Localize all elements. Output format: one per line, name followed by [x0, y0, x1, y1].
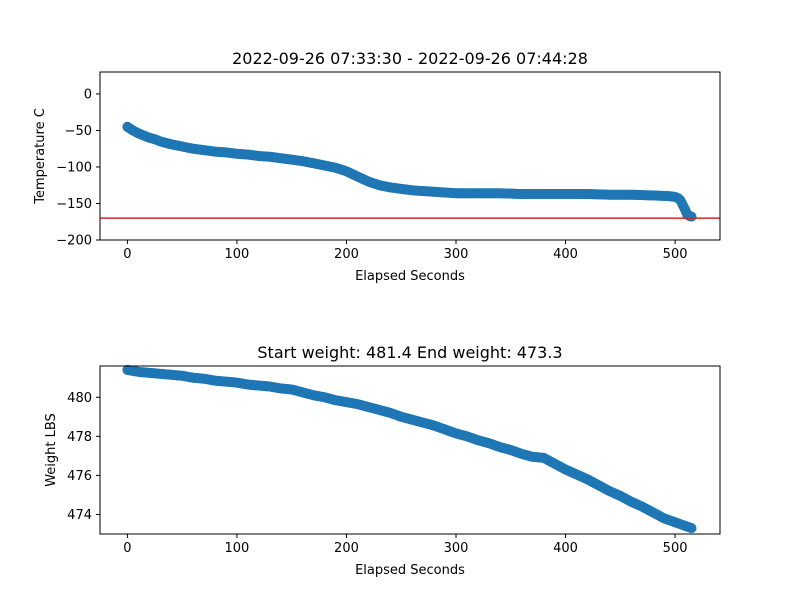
- temperature-x-tick-label: 0: [123, 247, 131, 262]
- temperature-series: [100, 121, 720, 222]
- temperature-y-tick-label: −50: [65, 124, 92, 139]
- weight-y-tick-label: 476: [67, 469, 92, 484]
- temperature-y-tick-label: −150: [56, 197, 92, 212]
- weight-x-tick-label: 100: [225, 541, 250, 556]
- temperature-chart-title: 2022-09-26 07:33:30 - 2022-09-26 07:44:2…: [232, 49, 588, 68]
- temperature-x-tick-label: 400: [553, 247, 578, 262]
- weight-y-tick-label: 480: [67, 391, 92, 406]
- weight-chart: Start weight: 481.4 End weight: 473.3 0 1…: [44, 343, 721, 578]
- weight-x-axis-label: Elapsed Seconds: [355, 563, 465, 578]
- temperature-y-tick-label: −100: [56, 160, 92, 175]
- weight-y-tick-label: 474: [67, 508, 92, 523]
- weight-axis-ticks: 0 100 200 300 400 500 474 476 478 480: [67, 391, 687, 556]
- weight-x-tick-label: 0: [123, 541, 131, 556]
- temperature-x-tick-label: 100: [225, 247, 250, 262]
- temperature-x-axis-label: Elapsed Seconds: [355, 269, 465, 284]
- weight-x-tick-label: 500: [663, 541, 688, 556]
- temperature-data-point: [686, 211, 697, 222]
- temperature-y-axis-label: Temperature C: [33, 108, 48, 205]
- temperature-y-tick-label: 0: [84, 87, 92, 102]
- weight-x-tick-label: 300: [444, 541, 469, 556]
- weight-data-point: [686, 523, 697, 534]
- temperature-x-tick-label: 500: [663, 247, 688, 262]
- weight-y-tick-label: 478: [67, 430, 92, 445]
- weight-axes-frame: [99, 365, 721, 535]
- weight-y-axis-label: Weight LBS: [44, 413, 59, 487]
- temperature-x-tick-label: 200: [334, 247, 359, 262]
- weight-x-tick-label: 200: [334, 541, 359, 556]
- temperature-axis-ticks: 0 100 200 300 400 500 −200 −150 −100 −50 0: [56, 87, 687, 262]
- temperature-axes-frame: [99, 71, 721, 241]
- weight-series: [122, 364, 697, 534]
- temperature-y-tick-label: −200: [56, 234, 92, 249]
- temperature-chart: 2022-09-26 07:33:30 - 2022-09-26 07:44:2…: [33, 49, 721, 284]
- temperature-x-tick-label: 300: [444, 247, 469, 262]
- weight-x-tick-label: 400: [553, 541, 578, 556]
- weight-chart-title: Start weight: 481.4 End weight: 473.3: [257, 343, 562, 362]
